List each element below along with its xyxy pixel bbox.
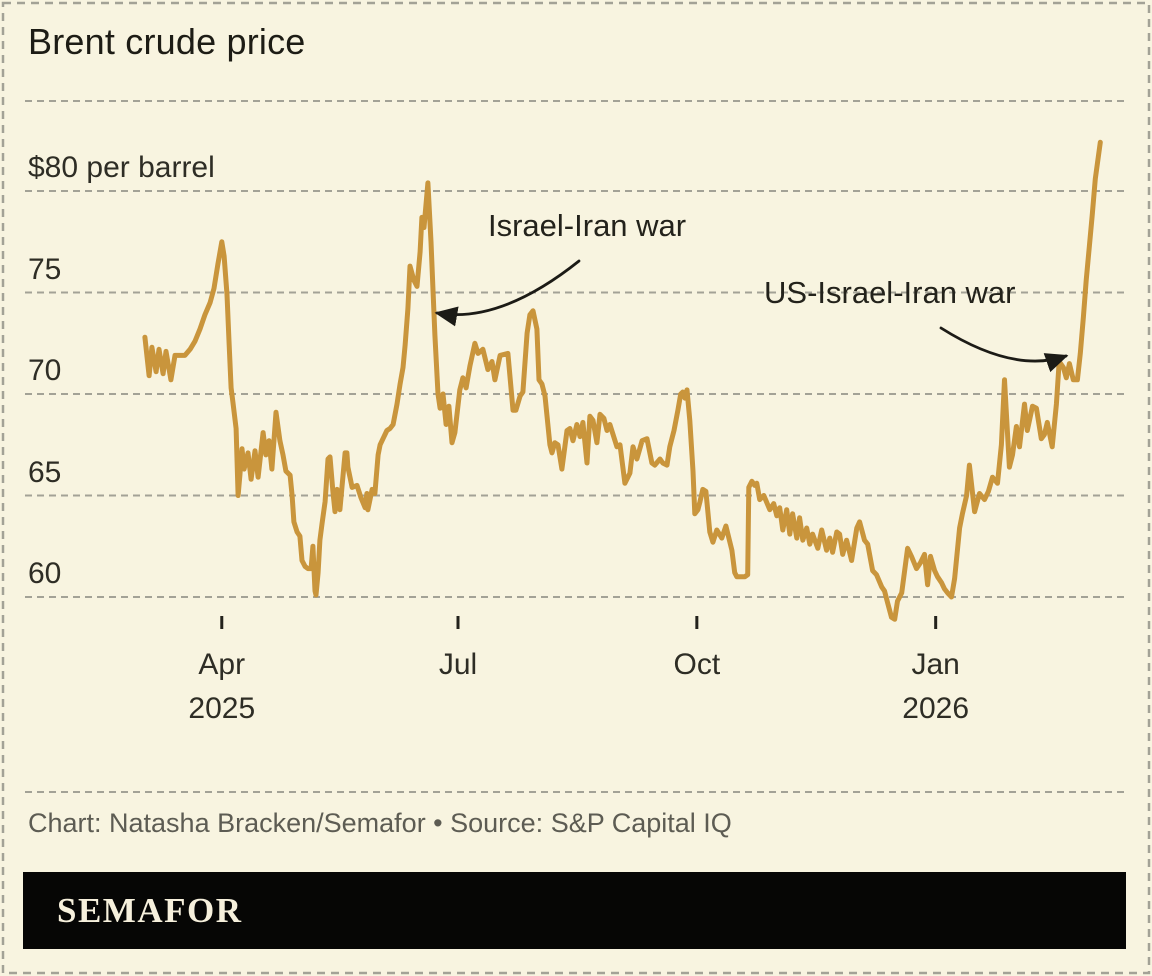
annotation-us-israel-iran-war: US-Israel-Iran war (764, 275, 1016, 310)
annotation-israel-iran-war: Israel-Iran war (488, 208, 687, 243)
y-axis-label-60: 60 (28, 557, 62, 590)
x-axis-label-oct: Oct (673, 648, 721, 681)
page-title: Brent crude price (28, 21, 306, 62)
israel-iran-war-arrow (434, 259, 581, 327)
us-israel-iran-war-arrow (939, 326, 1069, 373)
x-axis-label-apr: Apr (198, 648, 246, 681)
semafor-logo-bar: SEMAFOR (23, 872, 1126, 949)
x-axis-ticks (220, 616, 938, 629)
y-axis-label-65: 65 (28, 455, 62, 489)
y-axis-label-75: 75 (28, 252, 62, 286)
x-axis-year-label-2026: 2026 (902, 692, 970, 725)
x-axis-year-label-2025: 2025 (188, 692, 256, 725)
x-axis-label-jul: Jul (438, 648, 478, 681)
chart-credit: Chart: Natasha Bracken/Semafor • Source:… (28, 808, 732, 838)
x-axis-label-jan: Jan (911, 648, 960, 681)
y-gridlines (25, 190, 1127, 598)
price-line (142, 139, 1103, 622)
semafor-logo: SEMAFOR (57, 890, 243, 930)
y-axis-label-80: $80 per barrel (28, 151, 215, 184)
y-axis-label-70: 70 (28, 354, 62, 387)
